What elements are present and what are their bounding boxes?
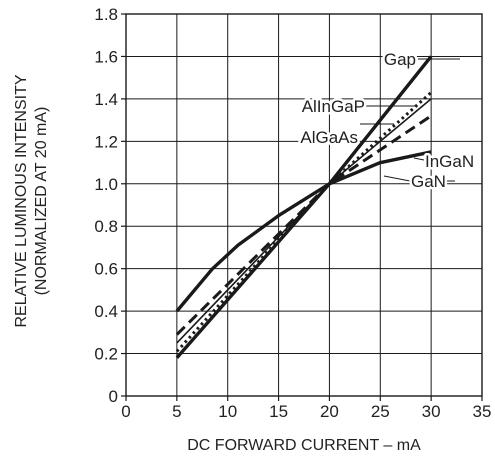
y-tick-label: 0.6	[94, 260, 118, 279]
plot-frame	[125, 13, 483, 397]
y-tick-label: 1.2	[94, 132, 118, 151]
series-label-gan: GaN	[411, 172, 446, 191]
y-tick-label: 0	[109, 387, 118, 406]
y-tick-label: 1.0	[94, 175, 118, 194]
y-tick-label: 1.4	[94, 90, 118, 109]
y-axis-title-line-2: (NORMALIZED AT 20 mA)	[33, 107, 50, 296]
leader-ingan	[413, 157, 425, 161]
label-leaders	[360, 58, 460, 182]
y-tick-label: 0.4	[94, 302, 118, 321]
axes: 0 5 10 15 20 25 30 35 0 0.2 0.4 0.6 0.8 1.0 1.2 1.4 1.6 1…	[94, 5, 491, 421]
series-label-halo-algaas: AlGaAs	[300, 128, 358, 147]
x-tick-label: 25	[371, 402, 390, 421]
leader-gan	[383, 175, 455, 182]
x-tick-label: 35	[473, 402, 492, 421]
y-tick-label: 1.8	[94, 5, 118, 24]
series-label-ingan: InGaN	[425, 152, 474, 171]
series-labels: GapGapAlInGaPAlInGaPAlGaAsAlGaAsInGaNInG…	[298, 48, 477, 194]
x-tick-label: 30	[422, 402, 441, 421]
series-line-gan	[175, 150, 432, 313]
series-label-halo-gap: Gap	[384, 50, 416, 69]
x-axis-title: DC FORWARD CURRENT – mA	[187, 437, 421, 454]
series-label-halo-alingap: AlInGaP	[302, 97, 365, 116]
series-lines	[175, 55, 433, 359]
series-line-ingan	[175, 114, 432, 336]
x-tick-label: 15	[269, 402, 288, 421]
x-tick-label: 20	[320, 402, 339, 421]
series-label-gap: Gap	[384, 50, 416, 69]
x-tick-label: 0	[121, 402, 130, 421]
grid	[126, 14, 482, 396]
series-label-halo-ingan: InGaN	[425, 152, 474, 171]
series-label-alingap: AlInGaP	[302, 97, 365, 116]
y-tick-label: 0.2	[94, 345, 118, 364]
x-tick-label: 10	[218, 402, 237, 421]
y-tick-label: 1.6	[94, 47, 118, 66]
x-tick-label: 5	[172, 402, 181, 421]
y-axis-title-line-1: RELATIVE LUMINOUS INTENSITY	[13, 74, 30, 327]
series-label-halo-gan: GaN	[411, 172, 446, 191]
y-tick-label: 0.8	[94, 217, 118, 236]
series-label-algaas: AlGaAs	[300, 128, 358, 147]
